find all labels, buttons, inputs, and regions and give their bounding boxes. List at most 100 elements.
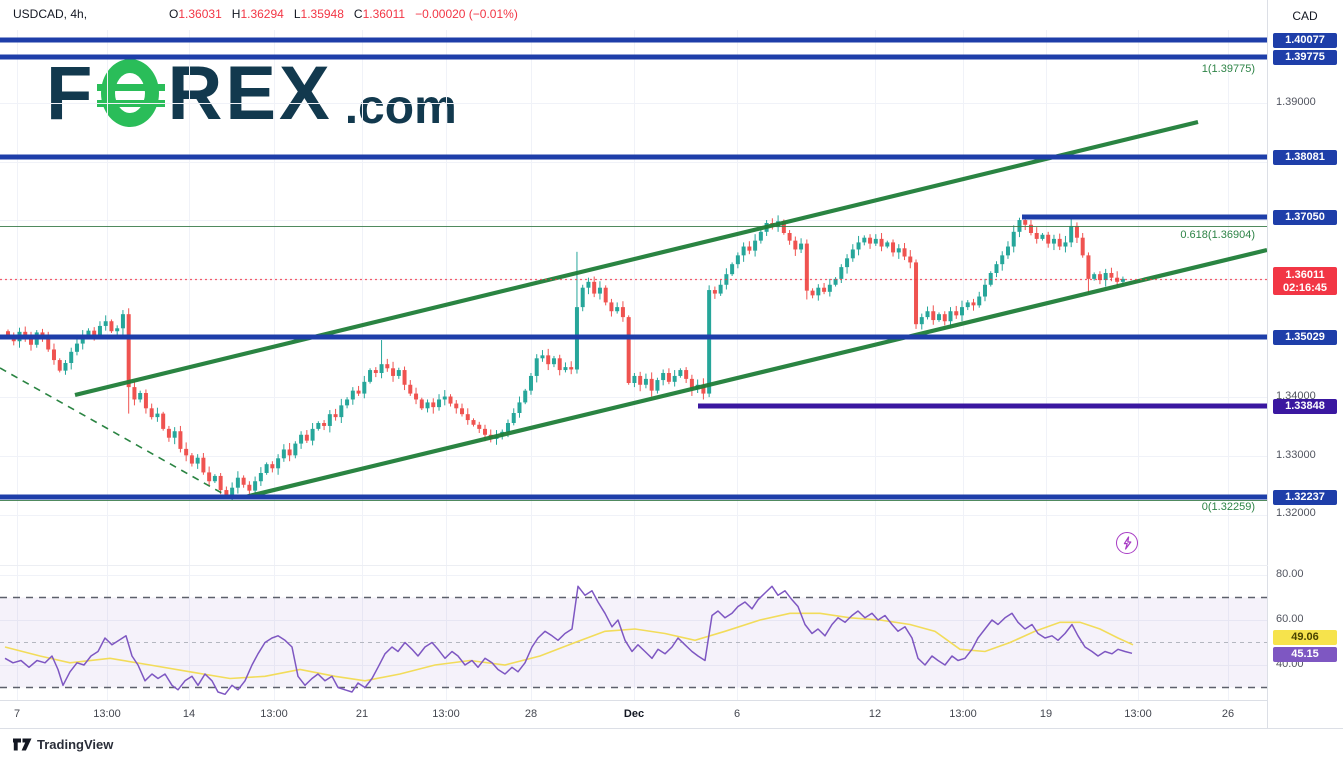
watermark-letter-f: F	[46, 51, 96, 136]
candle-body	[615, 307, 620, 312]
candle-body	[270, 464, 275, 469]
candle-body	[293, 443, 298, 456]
axis-label-1.32000: 1.32000	[1276, 507, 1316, 519]
candle-body	[143, 393, 148, 409]
candle-body	[1023, 220, 1028, 225]
symbol-title[interactable]: USDCAD, 4h,	[13, 7, 88, 21]
candle-body	[149, 408, 154, 418]
candle-body	[1046, 234, 1051, 244]
price-axis[interactable]: CAD 1.40077 1.39775 1.39000 1.38081 1.37050 1…	[1268, 0, 1343, 728]
candle-body	[1109, 273, 1114, 278]
candle-body	[1057, 238, 1062, 247]
candle-body	[396, 370, 401, 376]
ohlc-values: O1.36031 H1.36294 L1.35948 C1.36011	[159, 7, 405, 21]
candle-body	[402, 370, 407, 385]
candle-body	[333, 414, 338, 418]
candle-body	[448, 396, 453, 404]
candle-body	[195, 457, 200, 464]
candle-body	[649, 378, 654, 391]
candle-body	[1028, 224, 1033, 233]
candle-body	[672, 375, 677, 382]
time-label-26: 26	[1221, 708, 1235, 720]
candle-body	[879, 238, 884, 247]
ohlc-key-C: C	[353, 7, 363, 21]
candle-body	[460, 408, 465, 415]
candle-body	[1069, 225, 1074, 243]
candle-body	[661, 373, 666, 381]
candle-body	[1000, 255, 1005, 265]
candle-body	[701, 384, 706, 394]
candle-body	[689, 378, 694, 390]
candle-body	[247, 484, 252, 491]
candle-body	[833, 278, 838, 285]
candle-body	[937, 314, 942, 321]
candle-body	[551, 358, 556, 365]
candle-body	[241, 477, 246, 485]
candle-body	[63, 363, 68, 371]
candle-body	[253, 481, 258, 491]
candle-body	[839, 267, 844, 279]
candle-body	[735, 255, 740, 265]
candle-body	[523, 390, 528, 403]
price-badge-1.35029: 1.35029	[1273, 329, 1337, 345]
candle-body	[408, 384, 413, 394]
candle-body	[304, 434, 309, 441]
candle-body	[868, 237, 873, 244]
candle-body	[684, 370, 689, 379]
candle-body	[850, 249, 855, 259]
candle-body	[942, 314, 947, 322]
candle-body	[437, 399, 442, 408]
price-badge-1.39775: 1.39775	[1273, 49, 1337, 65]
flash-alert-icon[interactable]	[1116, 532, 1138, 554]
time-label-14: 14	[182, 708, 196, 720]
candle-body	[132, 387, 137, 400]
candle-body	[580, 287, 585, 308]
candle-body	[362, 381, 367, 394]
candle-body	[816, 287, 821, 296]
candle-body	[356, 390, 361, 394]
candle-body	[799, 243, 804, 250]
candle-body	[977, 296, 982, 306]
candle-body	[730, 264, 735, 275]
candle-body	[350, 390, 355, 400]
candle-body	[189, 455, 194, 464]
candle-body	[1103, 273, 1108, 281]
candle-body	[287, 449, 292, 456]
channel-upper	[74, 119, 1199, 398]
change-value: −0.00020 (−0.01%)	[415, 7, 518, 21]
candle-body	[230, 487, 235, 497]
candle-body	[511, 413, 516, 423]
candle-body	[316, 423, 321, 429]
time-axis[interactable]: 7 13:00 14 13:00 21 13:00 28 Dec 6 12 13:00 19 13:00…	[0, 701, 1343, 728]
time-label-21: 21	[355, 708, 369, 720]
axis-label-60.00: 60.00	[1276, 613, 1304, 625]
time-label-13:00: 13:00	[1124, 708, 1152, 720]
candle-body	[1074, 225, 1079, 238]
tradingview-mark-icon	[13, 738, 32, 751]
candle-body	[948, 311, 953, 322]
candle-body	[643, 378, 648, 385]
fib-label-0(1.32259): 0(1.32259)	[1201, 501, 1255, 513]
candle-body	[954, 311, 959, 316]
ohlc-value-L: 1.35948	[300, 7, 344, 21]
time-label-Dec: Dec	[623, 708, 645, 720]
candle-body	[442, 396, 447, 400]
candle-body	[1040, 234, 1045, 239]
candle-body	[873, 238, 878, 244]
candle-body	[856, 242, 861, 250]
candle-body	[971, 302, 976, 306]
tradingview-logo[interactable]: TradingView	[13, 737, 113, 752]
downtrend-dashed	[0, 367, 237, 502]
candle-body	[517, 402, 522, 413]
candle-body	[103, 321, 108, 326]
candle-body	[822, 287, 827, 292]
tradingview-brand-text: TradingView	[37, 737, 114, 752]
candle-body	[299, 434, 304, 444]
candle-body	[258, 473, 263, 482]
candle-body	[1034, 233, 1039, 239]
candle-body	[908, 256, 913, 263]
axis-label-80.00: 80.00	[1276, 568, 1304, 580]
candle-body	[385, 364, 390, 369]
candle-body	[505, 423, 510, 432]
